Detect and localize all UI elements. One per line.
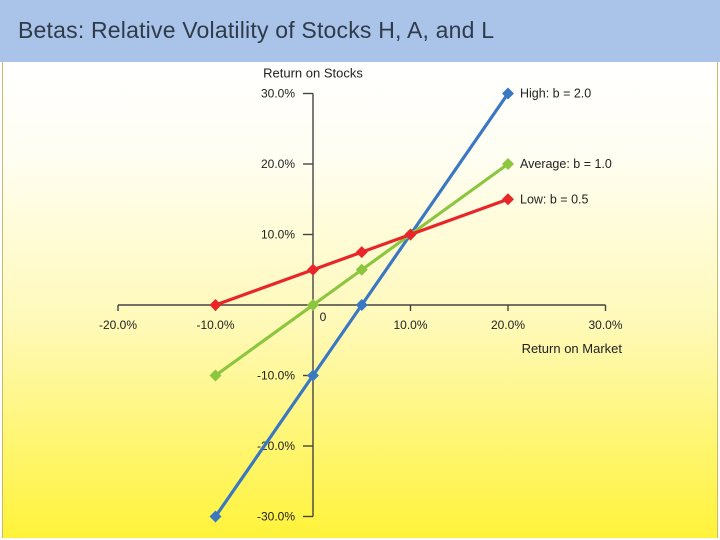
- x-tick-label: 10.0%: [393, 318, 427, 332]
- y-tick-label: 10.0%: [261, 228, 295, 242]
- x-axis-title: Return on Market: [522, 341, 623, 356]
- y-tick-label: 20.0%: [261, 157, 295, 171]
- y-axis-title: Return on Stocks: [263, 66, 363, 81]
- beta-chart: -20.0% -10.0% 10.0% 20.0% 30.0%-30.0%-20.0%-…: [99, 66, 623, 524]
- data-point: [307, 369, 319, 382]
- series-label: High: b = 2.0: [520, 87, 591, 101]
- data-point: [502, 87, 514, 100]
- x-tick-label: -10.0%: [196, 318, 234, 332]
- x-tick-label: 30.0%: [588, 318, 622, 332]
- origin-label: 0: [320, 310, 327, 324]
- chart-labels: High: b = 2.0 Average: b = 1.0 Low: b = 0.…: [520, 87, 612, 207]
- chart-axes: -20.0% -10.0% 10.0% 20.0% 30.0%-30.0%-20.0%-…: [99, 66, 623, 524]
- chart-points: [209, 87, 514, 523]
- data-point: [502, 193, 514, 206]
- data-point: [209, 299, 222, 311]
- page-title: Betas: Relative Volatility of Stocks H, …: [18, 17, 495, 43]
- series-label: Average: b = 1.0: [520, 157, 612, 171]
- slide-body: -20.0% -10.0% 10.0% 20.0% 30.0% -30.0% -20.0% -…: [2, 62, 718, 538]
- data-point: [355, 299, 368, 311]
- y-tick-label: -10.0%: [257, 369, 295, 383]
- data-point: [307, 299, 319, 311]
- y-tick-label: -30.0%: [257, 510, 295, 524]
- y-tick-label: 30.0%: [261, 87, 295, 101]
- data-point: [355, 246, 368, 259]
- data-point: [502, 158, 514, 170]
- data-point: [209, 510, 222, 523]
- x-tick-label: -20.0%: [99, 318, 137, 332]
- data-point: [307, 263, 319, 276]
- data-point: [404, 228, 417, 241]
- series-label: Low: b = 0.5: [520, 192, 588, 206]
- data-point: [209, 369, 222, 382]
- x-tick-label: 20.0%: [491, 318, 525, 332]
- data-point: [355, 263, 368, 276]
- title-bar: Betas: Relative Volatility of Stocks H, …: [0, 0, 720, 62]
